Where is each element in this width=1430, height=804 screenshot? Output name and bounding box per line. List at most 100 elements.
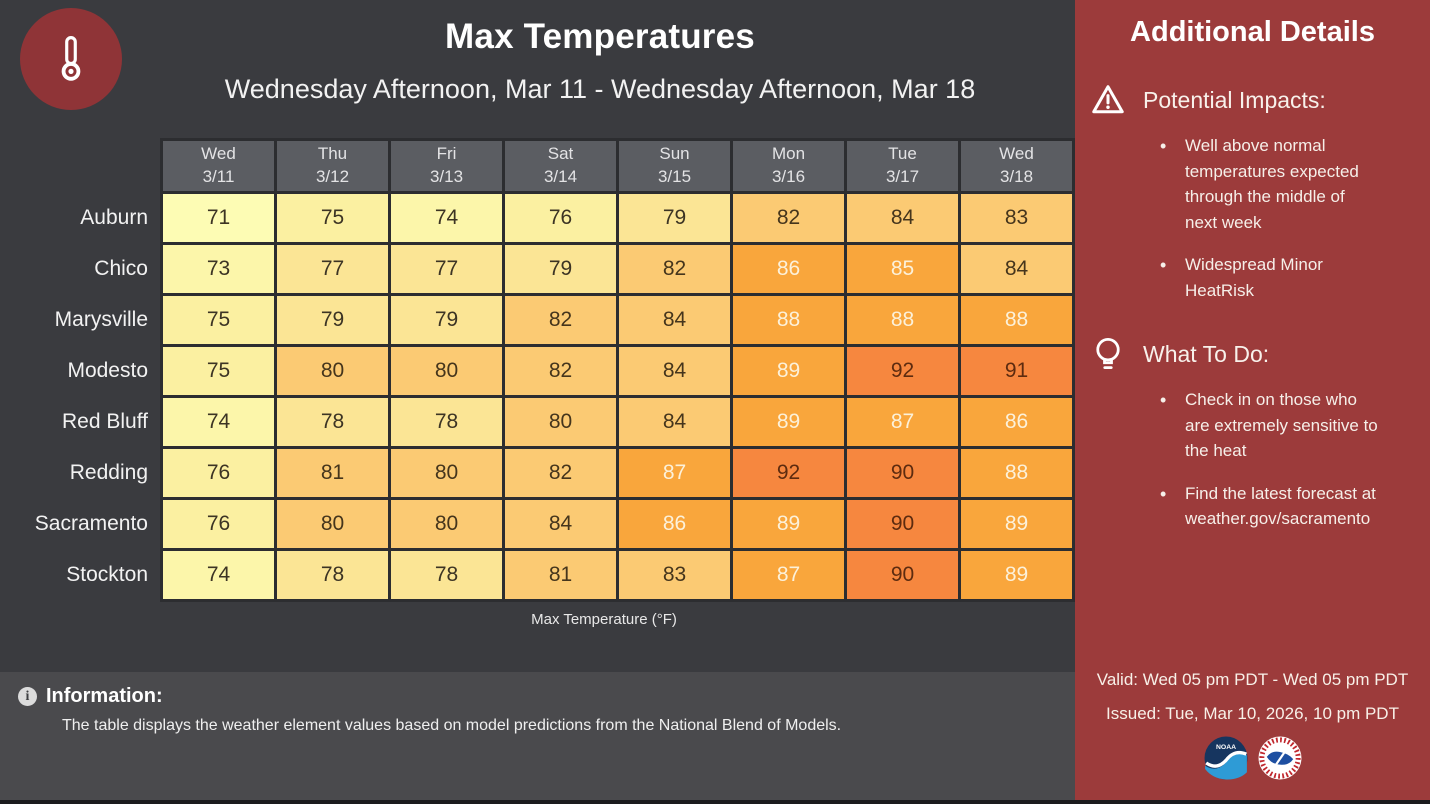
temp-cell: 90 (844, 497, 961, 551)
temp-cell: 87 (616, 446, 733, 500)
temp-cell: 81 (502, 548, 619, 602)
table-header-row: Wed 3/11 Thu 3/12 Fri 3/13 Sat 3/14 Sun 3/15 Mon 3/… (12, 138, 1075, 194)
temp-cell: 86 (616, 497, 733, 551)
temperature-table: Wed 3/11 Thu 3/12 Fri 3/13 Sat 3/14 Sun 3/15 Mon 3/… (12, 138, 1075, 602)
section-potential-impacts: Potential Impacts: Well above normal tem… (1089, 81, 1430, 303)
temp-cell: 82 (502, 344, 619, 398)
row-label: Red Bluff (62, 410, 148, 433)
temp-cell: 84 (616, 293, 733, 347)
row-label: Chico (94, 257, 148, 280)
impacts-list: Well above normal temperatures expected … (1089, 133, 1430, 303)
column-header: Thu 3/12 (274, 138, 391, 194)
page-title: Max Temperatures (445, 17, 755, 56)
temp-cell: 75 (274, 191, 391, 245)
bullet-item: Find the latest forecast at weather.gov/… (1160, 481, 1412, 532)
information-heading-row: i Information: (18, 685, 1075, 708)
temp-cell: 84 (616, 344, 733, 398)
table-row: Chico 73 77 77 79 82 86 85 84 (12, 242, 1075, 296)
sidebar: Additional Details Potential Impacts: We… (1075, 0, 1430, 804)
section-heading: Potential Impacts: (1143, 86, 1326, 113)
valid-time: Valid: Wed 05 pm PDT - Wed 05 pm PDT (1096, 670, 1409, 689)
temp-cell: 77 (388, 242, 505, 296)
row-label: Stockton (66, 563, 148, 586)
temp-cell: 79 (502, 242, 619, 296)
table-caption: Max Temperature (°F) (531, 611, 677, 628)
sidebar-title: Additional Details (1130, 16, 1375, 48)
table-row: Redding 76 81 80 82 87 92 90 88 (12, 446, 1075, 500)
table-row: Modesto 75 80 80 82 84 89 92 91 (12, 344, 1075, 398)
temp-cell: 81 (274, 446, 391, 500)
temp-cell: 76 (160, 446, 277, 500)
temp-cell: 83 (616, 548, 733, 602)
column-header: Tue 3/17 (844, 138, 961, 194)
temp-cell: 75 (160, 344, 277, 398)
temp-cell: 88 (958, 446, 1075, 500)
temp-cell: 86 (730, 242, 847, 296)
temp-cell: 82 (502, 446, 619, 500)
temp-cell: 80 (388, 446, 505, 500)
row-label: Auburn (80, 206, 148, 229)
temp-cell: 85 (844, 242, 961, 296)
temp-cell: 89 (730, 344, 847, 398)
bullet-item: Check in on those who are extremely sens… (1160, 387, 1412, 464)
temp-cell: 88 (844, 293, 961, 347)
information-heading: Information: (46, 685, 163, 707)
temp-cell: 87 (730, 548, 847, 602)
table-row: Red Bluff 74 78 78 80 84 89 87 86 (12, 395, 1075, 449)
bullet-item: Widespread Minor HeatRisk (1160, 252, 1412, 303)
temp-cell: 78 (274, 548, 391, 602)
table-row: Auburn 71 75 74 76 79 82 84 83 (12, 191, 1075, 245)
agency-logos: NOAA (1075, 736, 1430, 782)
temp-cell: 86 (958, 395, 1075, 449)
temp-cell: 89 (730, 395, 847, 449)
column-header: Sun 3/15 (616, 138, 733, 194)
table-row: Sacramento 76 80 80 84 86 89 90 89 (12, 497, 1075, 551)
sidebar-footer: Valid: Wed 05 pm PDT - Wed 05 pm PDT Iss… (1075, 670, 1430, 782)
temp-cell: 90 (844, 446, 961, 500)
temp-cell: 80 (388, 344, 505, 398)
table-row: Stockton 74 78 78 81 83 87 90 89 (12, 548, 1075, 602)
row-label: Modesto (67, 359, 148, 382)
temp-cell: 88 (730, 293, 847, 347)
temp-cell: 83 (958, 191, 1075, 245)
temp-cell: 90 (844, 548, 961, 602)
column-header: Mon 3/16 (730, 138, 847, 194)
section-what-to-do: What To Do: Check in on those who are ex… (1089, 335, 1430, 532)
page-subtitle: Wednesday Afternoon, Mar 11 - Wednesday … (224, 74, 976, 104)
temp-cell: 89 (958, 497, 1075, 551)
temp-cell: 88 (958, 293, 1075, 347)
noaa-logo: NOAA (1204, 736, 1248, 782)
title-block: Max Temperatures Wednesday Afternoon, Ma… (150, 0, 1050, 105)
column-header: Wed 3/18 (958, 138, 1075, 194)
temp-cell: 87 (844, 395, 961, 449)
temp-cell: 77 (274, 242, 391, 296)
temp-cell: 80 (502, 395, 619, 449)
temp-cell: 91 (958, 344, 1075, 398)
temp-cell: 78 (388, 548, 505, 602)
corner-cell (12, 140, 162, 193)
issued-time: Issued: Tue, Mar 10, 2026, 10 pm PDT (1106, 704, 1399, 723)
table-row: Marysville 75 79 79 82 84 88 88 88 (12, 293, 1075, 347)
temp-cell: 80 (274, 344, 391, 398)
bullet-item: Well above normal temperatures expected … (1160, 133, 1412, 235)
temp-cell: 84 (844, 191, 961, 245)
temp-cell: 80 (388, 497, 505, 551)
temp-cell: 79 (274, 293, 391, 347)
temp-cell: 79 (616, 191, 733, 245)
temp-cell: 82 (730, 191, 847, 245)
temp-cell: 71 (160, 191, 277, 245)
warning-icon (1089, 81, 1127, 119)
section-heading-row: What To Do: (1089, 335, 1430, 373)
temp-cell: 84 (502, 497, 619, 551)
temp-cell: 74 (160, 548, 277, 602)
column-header: Fri 3/13 (388, 138, 505, 194)
nws-logo (1258, 736, 1302, 782)
temp-cell: 89 (730, 497, 847, 551)
todo-list: Check in on those who are extremely sens… (1089, 387, 1430, 532)
temp-cell: 76 (502, 191, 619, 245)
temp-cell: 82 (616, 242, 733, 296)
information-bar: i Information: The table displays the we… (0, 672, 1075, 804)
table-body: Auburn 71 75 74 76 79 82 84 83 Chico 73 77 77 79 82 86 8… (12, 191, 1075, 602)
information-text: The table displays the weather element v… (62, 717, 842, 734)
